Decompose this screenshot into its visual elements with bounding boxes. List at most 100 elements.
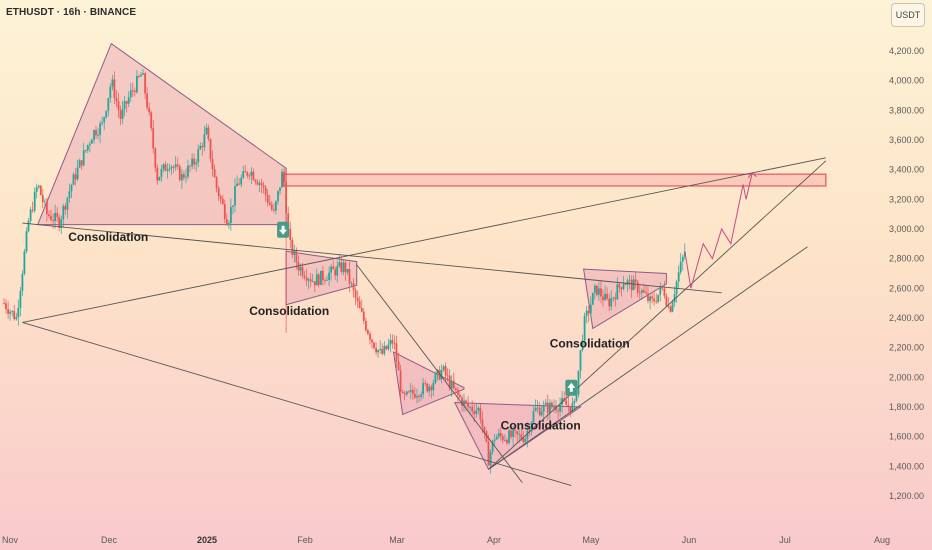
candle-body	[641, 290, 643, 293]
candle-body	[111, 79, 114, 87]
candle-body	[123, 101, 126, 109]
candle-body	[91, 139, 93, 144]
x-axis-tick-label: Feb	[297, 535, 313, 545]
candle-body	[352, 283, 355, 291]
symbol-title: ETHUSDT · 16h · BINANCE	[6, 7, 137, 18]
candle-body	[279, 187, 281, 191]
candle-body	[459, 394, 461, 398]
candle-body	[72, 174, 75, 185]
candle-body	[534, 407, 537, 411]
candle-body	[307, 279, 310, 281]
candle-body	[48, 214, 50, 216]
rising-long-trendline	[22, 157, 826, 323]
candle-body	[95, 130, 97, 136]
arrow-up-icon	[567, 382, 576, 392]
candle-body	[129, 90, 132, 98]
candle-body	[287, 213, 290, 229]
candle-body	[565, 400, 568, 405]
candle-body	[117, 101, 120, 111]
candle-body	[301, 266, 304, 276]
x-axis-tick-label: 2025	[197, 535, 217, 545]
candle-body	[309, 279, 312, 282]
consolidation-flag-5	[583, 268, 667, 330]
candle-body	[187, 165, 189, 177]
candle-body	[669, 306, 672, 312]
candle-body	[442, 366, 445, 371]
candle-body	[473, 411, 476, 415]
candle-body	[291, 240, 294, 255]
y-axis-tick-label: 4,200.00	[889, 46, 924, 56]
currency-button[interactable]: USDT	[891, 3, 925, 27]
candle-body	[409, 390, 412, 392]
candle-body	[56, 212, 59, 218]
candle-body	[602, 296, 604, 301]
candle-body	[342, 262, 345, 272]
consolidation-label: Consolidation	[550, 337, 630, 351]
candle-body	[499, 433, 502, 437]
candle-body	[166, 169, 169, 171]
axis-layer: 4,200.00 4,000.00 3,800.00 3,600.00 3,400.00…	[2, 46, 924, 545]
candle-body	[422, 382, 424, 395]
candle-body	[549, 402, 551, 413]
candle-body	[105, 111, 108, 118]
projection-arrowhead	[747, 171, 757, 178]
candle-body	[506, 439, 508, 443]
candle-body	[89, 143, 91, 146]
x-axis-tick-label: Nov	[2, 535, 19, 545]
candle-body	[136, 76, 138, 93]
candle-body	[183, 174, 185, 178]
candle-body	[176, 164, 179, 167]
candle-body	[334, 269, 337, 276]
candle-body	[152, 128, 155, 149]
candle-body	[107, 98, 110, 111]
candle-body	[600, 288, 602, 297]
candle-body	[495, 436, 498, 440]
candle-body	[86, 145, 89, 150]
candle-body	[154, 148, 157, 168]
candle-body	[632, 279, 635, 291]
candle-body	[553, 407, 555, 408]
candle-body	[542, 405, 545, 412]
candle-body	[346, 269, 349, 273]
candle-body	[142, 73, 144, 75]
candle-body	[311, 281, 314, 283]
candle-body	[41, 195, 44, 203]
candle-body	[305, 277, 308, 281]
rising-lower-support-line	[488, 246, 808, 470]
candle-body	[579, 350, 582, 371]
candle-body	[679, 261, 682, 273]
candle-body	[393, 343, 396, 345]
candle-body	[3, 303, 5, 304]
candle-body	[133, 90, 136, 93]
candle-body	[620, 287, 623, 290]
y-axis-tick-label: 1,600.00	[889, 432, 924, 442]
candle-body	[444, 366, 447, 376]
candle-body	[54, 212, 56, 221]
projection-path	[684, 172, 753, 289]
candle-body	[268, 202, 271, 205]
y-axis-tick-label: 1,200.00	[889, 491, 924, 501]
candle-body	[452, 380, 455, 388]
candle-body	[324, 280, 326, 281]
candle-body	[501, 436, 504, 441]
candle-body	[17, 307, 20, 318]
candle-body	[50, 216, 52, 221]
candle-body	[262, 185, 265, 188]
candle-body	[371, 339, 373, 343]
candle-body	[246, 172, 249, 176]
candle-body	[250, 171, 253, 176]
descending-channel-bottom	[22, 322, 572, 487]
candle-body	[636, 282, 639, 293]
candle-body	[598, 288, 600, 295]
candle-body	[493, 439, 496, 441]
consolidation-label: Consolidation	[501, 418, 581, 432]
candle-body	[209, 138, 212, 159]
candle-body	[657, 294, 660, 302]
candle-body	[266, 194, 269, 203]
candle-body	[164, 164, 167, 171]
candle-body	[536, 407, 539, 409]
candle-body	[405, 391, 408, 395]
candle-body	[634, 279, 637, 283]
